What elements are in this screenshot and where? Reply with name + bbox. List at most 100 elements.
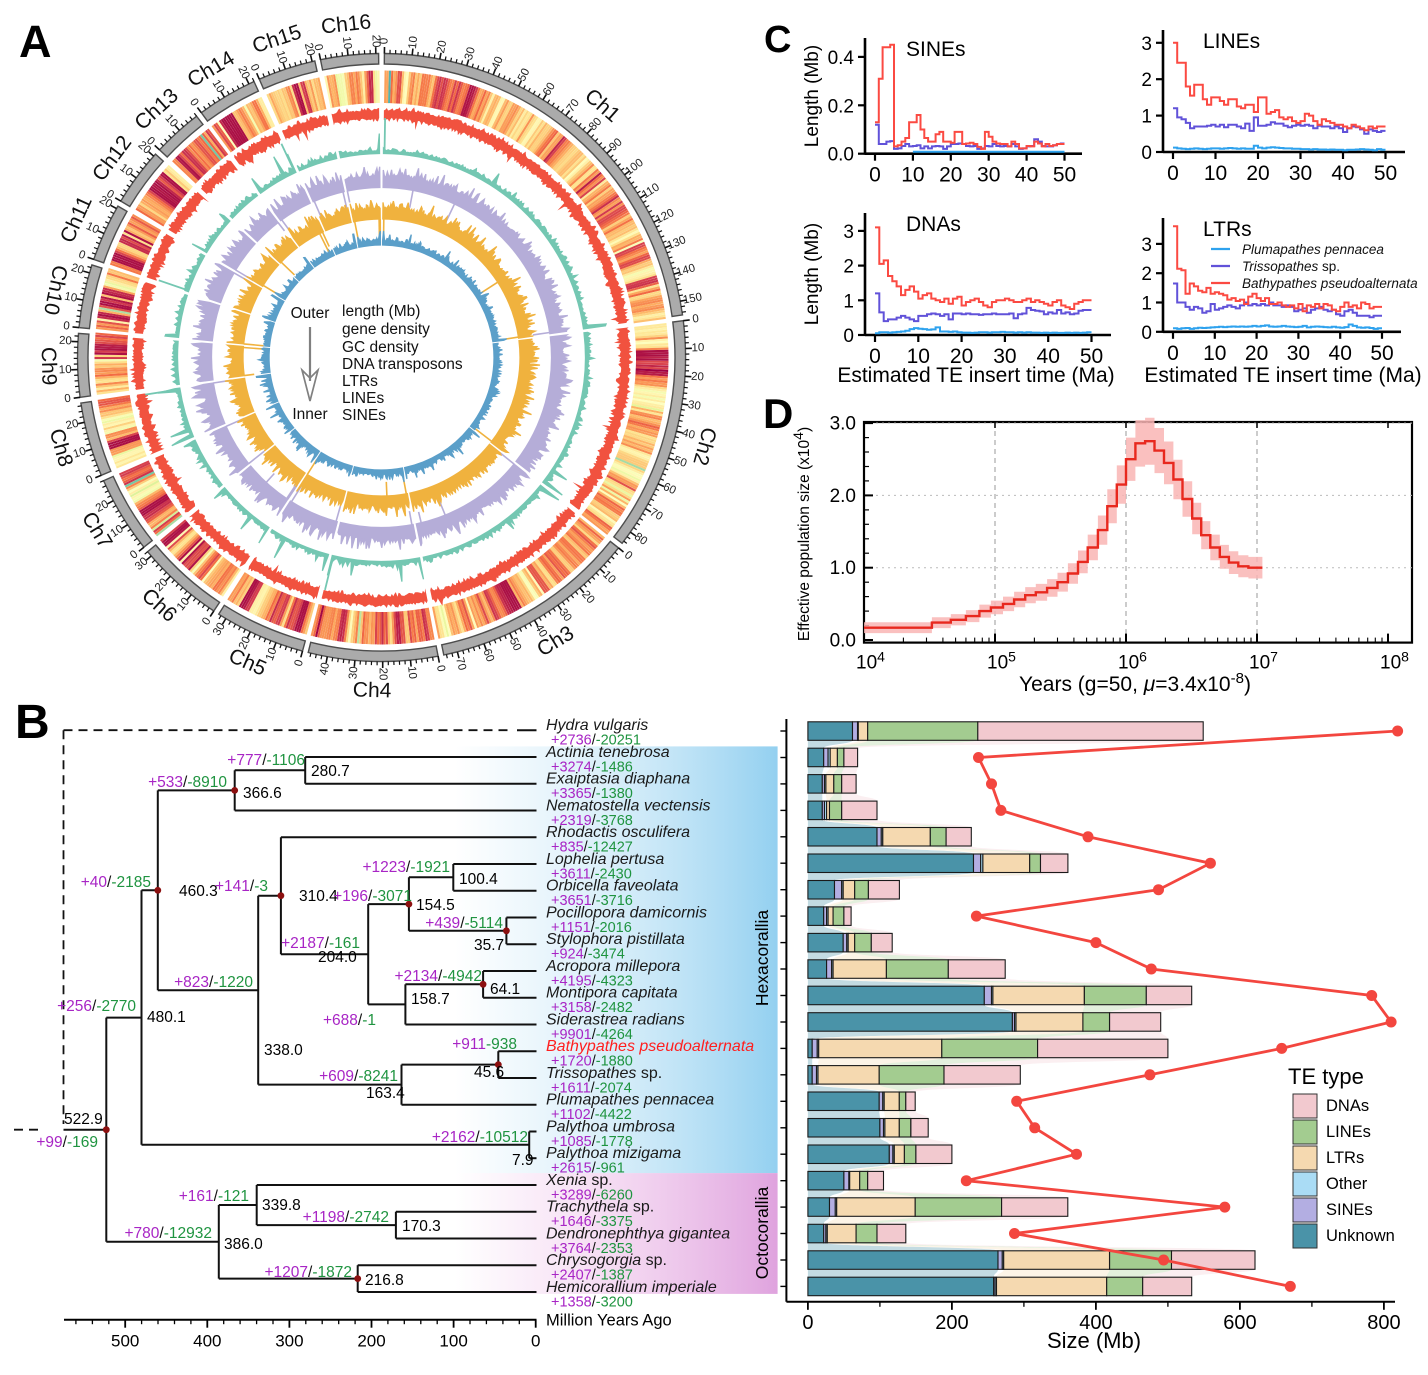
svg-text:Nematostella vectensis: Nematostella vectensis (546, 798, 711, 815)
svg-text:20: 20 (939, 164, 962, 187)
svg-text:Bathypathes pseudoalternata: Bathypathes pseudoalternata (1242, 276, 1418, 291)
svg-text:40: 40 (1015, 164, 1038, 187)
svg-text:10: 10 (407, 36, 420, 50)
svg-text:50: 50 (1370, 342, 1393, 365)
svg-text:+533/-8910: +533/-8910 (148, 774, 227, 791)
svg-text:522.9: 522.9 (64, 1111, 103, 1128)
svg-text:154.5: 154.5 (416, 897, 455, 914)
svg-text:158.7: 158.7 (411, 991, 450, 1008)
svg-text:2: 2 (1141, 264, 1152, 285)
svg-text:20: 20 (691, 371, 705, 384)
svg-text:366.6: 366.6 (243, 785, 282, 802)
svg-text:40: 40 (1331, 162, 1354, 185)
svg-text:A: A (19, 16, 52, 67)
svg-text:Pocillopora damicornis: Pocillopora damicornis (546, 905, 707, 922)
svg-text:LTRs: LTRs (342, 373, 378, 390)
svg-text:SINEs: SINEs (1326, 1201, 1373, 1219)
svg-text:+609/-8241: +609/-8241 (319, 1068, 398, 1085)
svg-text:Dendronephthya gigantea: Dendronephthya gigantea (546, 1226, 730, 1243)
svg-text:+911-938: +911-938 (452, 1036, 517, 1053)
svg-text:LINEs: LINEs (1326, 1123, 1371, 1141)
svg-text:Xenia sp.: Xenia sp. (545, 1172, 613, 1189)
svg-text:length (Mb): length (Mb) (342, 303, 420, 320)
svg-text:Trissopathes sp.: Trissopathes sp. (1242, 259, 1340, 274)
svg-text:Million Years Ago: Million Years Ago (546, 1312, 672, 1330)
svg-text:339.8: 339.8 (262, 1197, 301, 1214)
svg-text:Size (Mb): Size (Mb) (1047, 1328, 1141, 1353)
svg-text:163.4: 163.4 (366, 1085, 405, 1102)
svg-text:30: 30 (1289, 162, 1312, 185)
svg-text:Palythoa umbrosa: Palythoa umbrosa (546, 1119, 675, 1136)
svg-text:600: 600 (1223, 1312, 1256, 1334)
svg-text:DNA transposons: DNA transposons (342, 356, 463, 373)
svg-text:338.0: 338.0 (264, 1042, 303, 1059)
svg-text:0.2: 0.2 (828, 96, 854, 117)
svg-text:0: 0 (869, 164, 881, 187)
svg-text:Siderastrea radians: Siderastrea radians (546, 1012, 685, 1029)
svg-text:D: D (763, 390, 793, 437)
svg-text:Other: Other (1326, 1175, 1368, 1193)
svg-text:10: 10 (1204, 162, 1227, 185)
svg-text:B: B (15, 696, 50, 749)
svg-text:20: 20 (369, 35, 381, 48)
svg-text:45.6: 45.6 (474, 1064, 504, 1081)
svg-text:Montipora capitata: Montipora capitata (546, 985, 678, 1002)
svg-text:Unknown: Unknown (1326, 1227, 1395, 1245)
svg-text:Chrysogorgia sp.: Chrysogorgia sp. (546, 1252, 667, 1269)
svg-text:10: 10 (1203, 342, 1226, 365)
svg-text:+2187/-161: +2187/-161 (281, 935, 360, 952)
svg-text:C: C (764, 19, 791, 61)
svg-text:Plumapathes pennacea: Plumapathes pennacea (546, 1092, 714, 1109)
svg-text:10: 10 (340, 36, 353, 50)
svg-text:Exaiptasia diaphana: Exaiptasia diaphana (546, 771, 690, 788)
svg-text:0: 0 (531, 1332, 540, 1351)
svg-text:30: 30 (687, 399, 701, 413)
svg-text:386.0: 386.0 (224, 1236, 263, 1253)
svg-text:64.1: 64.1 (490, 981, 520, 998)
svg-text:100: 100 (439, 1332, 467, 1351)
svg-text:Estimated TE insert time (Ma): Estimated TE insert time (Ma) (1144, 364, 1421, 387)
svg-text:Outer: Outer (291, 305, 330, 322)
svg-text:460.3: 460.3 (179, 883, 218, 900)
svg-text:+99/-169: +99/-169 (36, 1134, 98, 1151)
svg-text:Plumapathes pennacea: Plumapathes pennacea (1242, 242, 1384, 257)
svg-text:0: 0 (1167, 162, 1179, 185)
svg-text:300: 300 (275, 1332, 303, 1351)
svg-text:SINEs: SINEs (342, 407, 386, 424)
svg-text:Octocorallia: Octocorallia (752, 1187, 772, 1280)
svg-text:TE type: TE type (1288, 1064, 1364, 1089)
svg-text:1.0: 1.0 (830, 558, 856, 579)
svg-text:400: 400 (193, 1332, 221, 1351)
svg-text:30: 30 (1287, 342, 1310, 365)
svg-text:20: 20 (1245, 342, 1268, 365)
svg-text:Acropora millepora: Acropora millepora (545, 958, 680, 975)
svg-text:Actinia tenebrosa: Actinia tenebrosa (545, 744, 670, 761)
svg-text:216.8: 216.8 (365, 1272, 404, 1289)
svg-text:DNAs: DNAs (1326, 1097, 1369, 1115)
svg-text:100.4: 100.4 (459, 871, 498, 888)
svg-text:50: 50 (1053, 164, 1076, 187)
svg-text:170.3: 170.3 (402, 1218, 441, 1235)
svg-text:+196/-3071: +196/-3071 (333, 888, 412, 905)
svg-text:Palythoa mizigama: Palythoa mizigama (546, 1145, 681, 1162)
svg-text:+161/-121: +161/-121 (179, 1188, 249, 1205)
svg-text:10: 10 (901, 164, 924, 187)
svg-text:+40/-2185: +40/-2185 (81, 874, 151, 891)
svg-text:2: 2 (1141, 70, 1152, 91)
svg-text:3: 3 (843, 222, 854, 243)
svg-text:Inner: Inner (292, 406, 327, 423)
svg-text:10: 10 (691, 342, 704, 354)
svg-text:0: 0 (63, 320, 71, 333)
svg-text:40: 40 (318, 662, 332, 677)
svg-text:gene density: gene density (342, 321, 430, 338)
svg-text:DNAs: DNAs (906, 213, 961, 236)
svg-text:Orbicella faveolata: Orbicella faveolata (546, 878, 679, 895)
svg-text:35.7: 35.7 (474, 937, 504, 954)
svg-text:3: 3 (1141, 235, 1152, 256)
svg-text:30: 30 (977, 164, 1000, 187)
svg-text:Lophelia pertusa: Lophelia pertusa (546, 851, 664, 868)
svg-text:480.1: 480.1 (147, 1009, 186, 1026)
svg-text:50: 50 (1374, 162, 1397, 185)
svg-text:+1207/-1872: +1207/-1872 (264, 1264, 352, 1281)
svg-text:Hydra vulgaris: Hydra vulgaris (546, 717, 648, 734)
